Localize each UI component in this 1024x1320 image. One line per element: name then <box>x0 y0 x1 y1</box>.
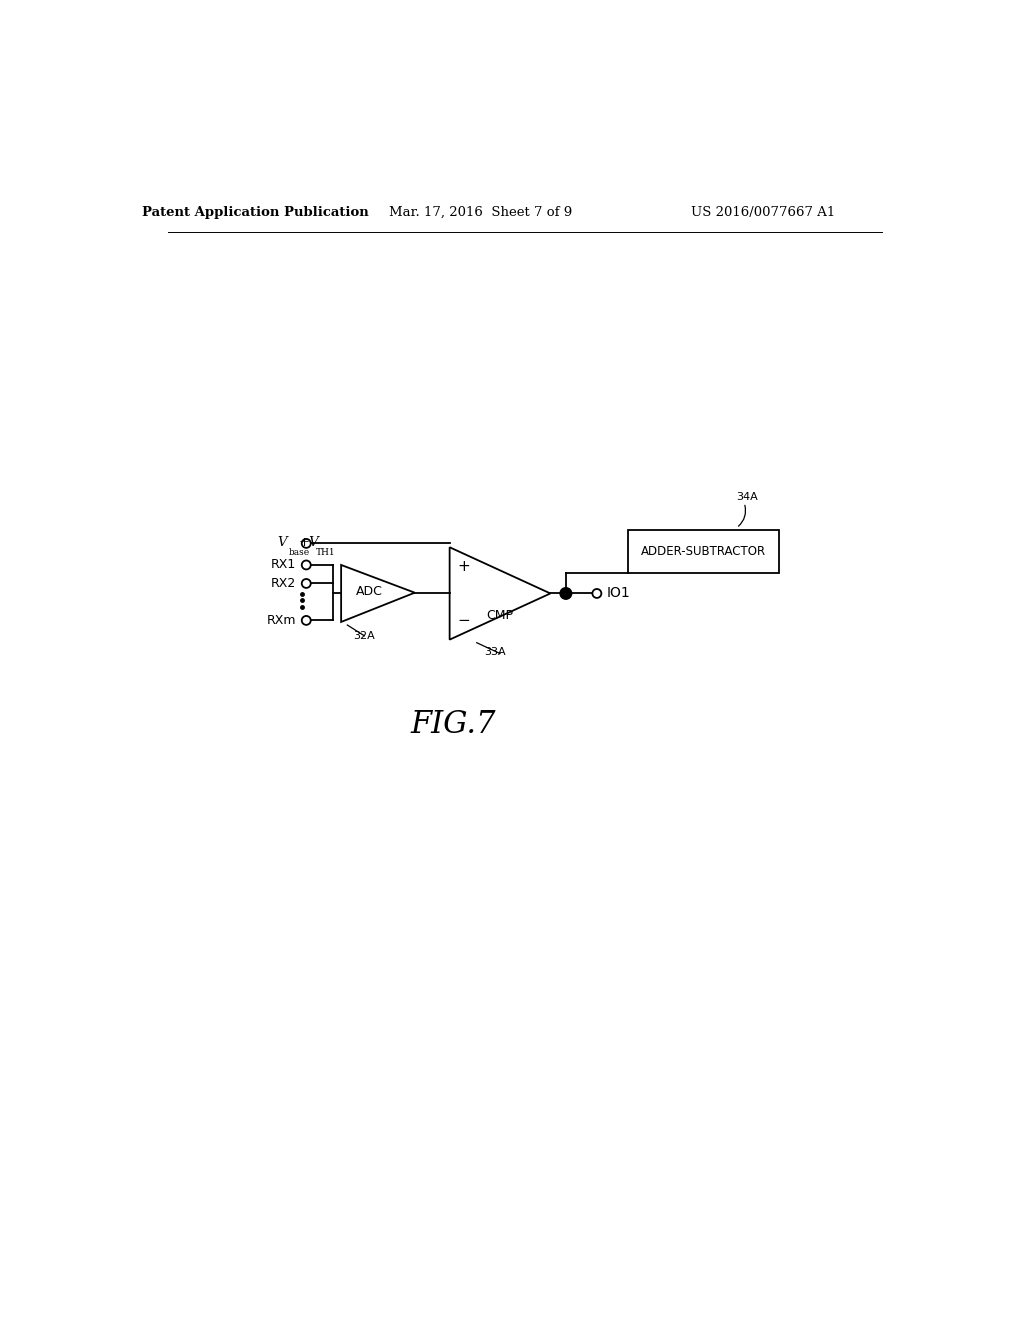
Text: +V: +V <box>299 536 319 549</box>
Text: 33A: 33A <box>484 647 506 657</box>
Text: CMP: CMP <box>486 609 513 622</box>
Text: ADDER-SUBTRACTOR: ADDER-SUBTRACTOR <box>641 545 766 557</box>
Text: 32A: 32A <box>352 631 375 642</box>
Text: RX1: RX1 <box>271 558 296 572</box>
Text: ADC: ADC <box>356 585 383 598</box>
Text: TH1: TH1 <box>315 548 335 557</box>
Text: 34A: 34A <box>736 492 758 502</box>
Bar <box>628 529 779 573</box>
Text: FIG.7: FIG.7 <box>411 709 497 739</box>
Text: IO1: IO1 <box>606 586 630 601</box>
Text: Mar. 17, 2016  Sheet 7 of 9: Mar. 17, 2016 Sheet 7 of 9 <box>389 206 572 219</box>
Text: RX2: RX2 <box>271 577 296 590</box>
Text: −: − <box>457 612 470 628</box>
Text: US 2016/0077667 A1: US 2016/0077667 A1 <box>691 206 836 219</box>
Text: base: base <box>289 548 309 557</box>
Text: +: + <box>457 558 470 574</box>
Text: Patent Application Publication: Patent Application Publication <box>142 206 370 219</box>
Text: RXm: RXm <box>266 614 296 627</box>
Circle shape <box>560 587 571 599</box>
Text: V: V <box>278 536 287 549</box>
